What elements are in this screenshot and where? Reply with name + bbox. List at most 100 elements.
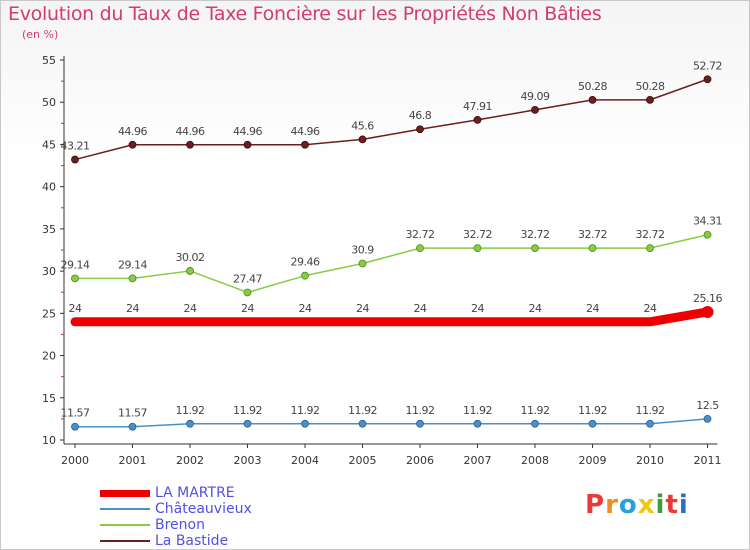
data-point bbox=[703, 75, 712, 84]
data-label: 29.14 bbox=[118, 258, 147, 271]
data-label: 11.92 bbox=[291, 404, 320, 417]
data-point bbox=[416, 419, 424, 428]
data-label: 11.92 bbox=[636, 404, 665, 417]
data-label: 24 bbox=[586, 302, 599, 315]
series-line-Châteauvieux bbox=[74, 418, 709, 428]
logo-letter: x bbox=[637, 490, 656, 520]
logo-letter: r bbox=[605, 490, 619, 520]
y-tick-label: 40 bbox=[42, 181, 56, 194]
data-point bbox=[588, 419, 597, 428]
y-tick-label: 45 bbox=[42, 138, 56, 151]
data-point bbox=[186, 419, 194, 428]
data-point bbox=[588, 244, 597, 253]
data-label: 24 bbox=[471, 302, 484, 315]
y-tick-label: 50 bbox=[42, 96, 56, 109]
y-tick-label: 15 bbox=[42, 392, 56, 405]
data-label: 44.96 bbox=[291, 125, 320, 138]
logo-letter: i bbox=[678, 490, 689, 520]
data-point bbox=[646, 244, 654, 253]
x-tick-label: 2004 bbox=[291, 454, 319, 467]
series-line-Brenon bbox=[74, 233, 709, 294]
data-label: 30.02 bbox=[176, 251, 205, 264]
data-point bbox=[701, 305, 714, 318]
data-point bbox=[473, 115, 482, 124]
data-label: 24 bbox=[529, 302, 542, 315]
data-label: 43.21 bbox=[61, 140, 90, 153]
x-tick-label: 2000 bbox=[61, 454, 89, 467]
data-point bbox=[128, 140, 137, 149]
y-tick-label: 25 bbox=[42, 307, 56, 320]
data-point bbox=[358, 259, 367, 268]
data-point bbox=[531, 419, 539, 428]
x-tick-label: 2003 bbox=[234, 454, 262, 467]
logo-letter: o bbox=[618, 490, 638, 520]
data-label: 25.16 bbox=[693, 292, 722, 305]
data-point bbox=[531, 244, 539, 253]
data-label: 24 bbox=[126, 302, 139, 315]
data-label: 24 bbox=[299, 302, 312, 315]
data-label: 24 bbox=[356, 302, 369, 315]
logo-letter: P bbox=[585, 490, 606, 520]
data-label: 45.6 bbox=[351, 119, 374, 132]
x-tick-label: 2009 bbox=[579, 454, 607, 467]
x-tick-label: 2008 bbox=[521, 454, 549, 467]
data-label: 32.72 bbox=[578, 228, 607, 241]
data-label: 32.72 bbox=[521, 228, 550, 241]
data-label: 44.96 bbox=[118, 125, 147, 138]
data-label: 11.57 bbox=[61, 407, 90, 420]
data-point bbox=[128, 274, 137, 283]
x-tick-label: 2001 bbox=[119, 454, 147, 467]
data-label: 32.72 bbox=[463, 228, 492, 241]
data-point bbox=[243, 140, 252, 149]
y-tick-label: 55 bbox=[42, 54, 56, 67]
data-point bbox=[358, 135, 367, 144]
legend-swatch bbox=[100, 524, 150, 526]
series-line-LA MARTRE bbox=[70, 307, 712, 327]
legend-swatch bbox=[100, 508, 150, 510]
data-label: 52.72 bbox=[693, 59, 722, 72]
data-point bbox=[703, 414, 712, 423]
data-label: 44.96 bbox=[176, 125, 205, 138]
data-point bbox=[416, 125, 424, 134]
data-point bbox=[186, 267, 194, 275]
data-label: 11.92 bbox=[578, 404, 607, 417]
chart-title: Evolution du Taux de Taxe Foncière sur l… bbox=[8, 3, 602, 25]
legend-label: Châteauvieux bbox=[155, 501, 252, 517]
data-point bbox=[71, 155, 79, 164]
data-point bbox=[301, 419, 309, 428]
x-tick-label: 2002 bbox=[176, 454, 204, 467]
data-label: 24 bbox=[644, 302, 657, 315]
data-label: 11.57 bbox=[118, 407, 147, 420]
data-label: 24 bbox=[184, 302, 197, 315]
data-point bbox=[646, 95, 654, 104]
data-label: 11.92 bbox=[233, 404, 262, 417]
data-point bbox=[301, 271, 309, 280]
data-label: 47.91 bbox=[463, 100, 492, 113]
logo-letter: t bbox=[665, 490, 679, 520]
data-label: 11.92 bbox=[176, 404, 205, 417]
legend-label: Brenon bbox=[155, 517, 205, 533]
data-point bbox=[588, 95, 597, 104]
data-label: 24 bbox=[414, 302, 427, 315]
x-tick-label: 2007 bbox=[464, 454, 492, 467]
legend-swatch bbox=[100, 490, 150, 497]
data-point bbox=[646, 419, 654, 428]
logo-letter: i bbox=[655, 490, 666, 520]
data-label: 29.14 bbox=[61, 258, 90, 271]
x-tick-label: 2011 bbox=[694, 454, 722, 467]
x-tick-label: 2005 bbox=[349, 454, 377, 467]
data-point bbox=[71, 274, 79, 283]
data-label: 32.72 bbox=[406, 228, 435, 241]
legend-swatch bbox=[100, 540, 150, 542]
data-label: 50.28 bbox=[578, 80, 607, 93]
data-point bbox=[243, 288, 252, 297]
data-point bbox=[531, 106, 539, 114]
data-point bbox=[186, 140, 194, 149]
proxiti-logo: Proxiti bbox=[585, 490, 689, 520]
data-label: 11.92 bbox=[521, 404, 550, 417]
data-point bbox=[473, 244, 482, 253]
y-tick-label: 35 bbox=[42, 223, 56, 236]
data-label: 30.9 bbox=[351, 244, 374, 257]
data-label: 34.31 bbox=[693, 215, 722, 228]
